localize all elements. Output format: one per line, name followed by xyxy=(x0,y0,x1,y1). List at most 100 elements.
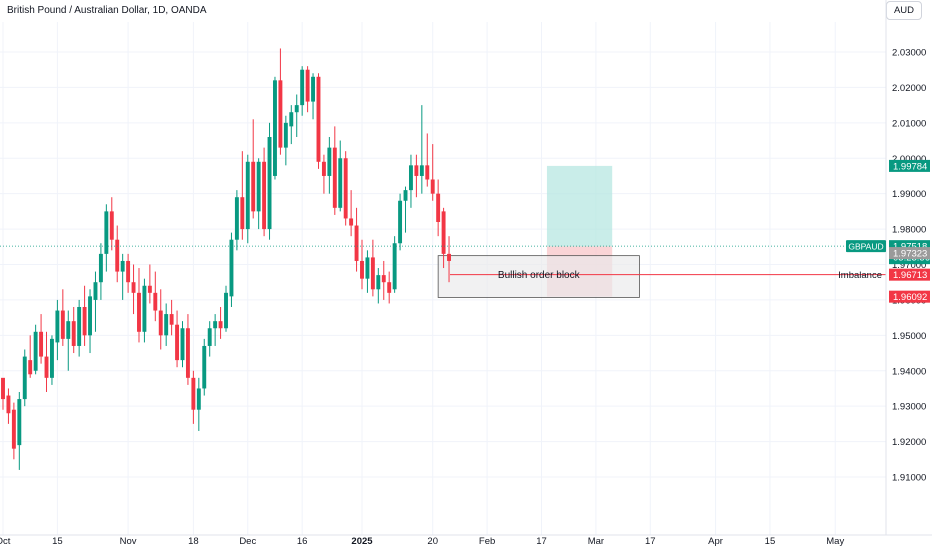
x-tick-label: 15 xyxy=(765,536,776,547)
candle-body xyxy=(441,211,446,254)
candle-body xyxy=(294,105,299,113)
candle-body xyxy=(137,292,141,332)
x-tick-label: Apr xyxy=(708,536,723,547)
candle-body xyxy=(251,161,256,212)
candle-body xyxy=(169,314,174,325)
order-block-top-badge-text: 1.97323 xyxy=(893,249,927,260)
order-block-top-badge xyxy=(889,247,930,260)
candle-body xyxy=(55,310,60,343)
y-tick-label: 1.97000 xyxy=(892,260,926,271)
candle-body xyxy=(245,161,250,230)
candle-body xyxy=(33,331,38,371)
candle-body xyxy=(218,321,223,329)
candle-body xyxy=(387,282,392,293)
x-tick-label: 18 xyxy=(188,536,199,547)
candle-body xyxy=(321,161,326,176)
y-tick-label: 1.99000 xyxy=(892,189,926,200)
candle-body xyxy=(278,80,283,148)
candle-body xyxy=(365,257,370,279)
candles xyxy=(1,48,451,470)
candle-body xyxy=(164,314,169,336)
candle-body xyxy=(256,161,261,212)
price-axis[interactable]: 2.03000 2.02000 2.01000 2.00000 1.99000 1.980… xyxy=(885,0,926,535)
candle-body xyxy=(180,328,185,361)
candle-body xyxy=(267,137,272,230)
candle-body xyxy=(300,69,305,106)
time-axis[interactable]: Oct 15 Nov 18 Dec 16 2025 20 Feb 17 Mar 17 Apr 15 May xyxy=(0,534,932,547)
candle-body xyxy=(305,69,310,102)
x-tick-label: 20 xyxy=(427,536,438,547)
x-tick-label: 2025 xyxy=(351,536,373,547)
candle-body xyxy=(425,165,430,180)
target-badge xyxy=(889,159,930,172)
candle-body xyxy=(240,197,245,230)
candle-body xyxy=(115,239,120,272)
candle-body xyxy=(343,158,348,219)
x-tick-label: Nov xyxy=(120,536,137,547)
candle-body xyxy=(196,388,201,410)
candle-body xyxy=(126,260,131,283)
chart-title: British Pound / Australian Dollar, 1D, O… xyxy=(7,5,207,16)
candle-body xyxy=(332,147,337,208)
candle-body xyxy=(234,197,239,240)
candle-body xyxy=(316,76,321,162)
order-block-label: Bullish order block xyxy=(498,270,581,281)
y-tick-label: 1.93000 xyxy=(892,402,926,413)
candle-body xyxy=(22,356,27,400)
candle-body xyxy=(376,275,381,290)
x-tick-label: 17 xyxy=(536,536,547,547)
target-badge-text: 1.99784 xyxy=(893,161,927,172)
candle-body xyxy=(158,310,163,336)
candle-body xyxy=(142,285,147,332)
y-tick-label: 2.01000 xyxy=(892,118,926,129)
candle-body xyxy=(17,399,22,446)
y-tick-label: 2.00000 xyxy=(892,154,926,165)
candle-body xyxy=(370,257,375,290)
candle-body xyxy=(6,395,11,414)
candle-body xyxy=(349,218,354,226)
candle-body xyxy=(414,165,419,176)
candle-body xyxy=(88,296,92,336)
candle-body xyxy=(436,193,441,222)
x-tick-label: Mar xyxy=(588,536,604,547)
candle-body xyxy=(202,345,207,389)
candle-body xyxy=(403,190,408,201)
y-tick-label: 2.03000 xyxy=(892,48,926,59)
candle-body xyxy=(262,161,267,230)
candle-body xyxy=(109,211,114,240)
x-tick-label: Oct xyxy=(0,536,11,547)
candle-body xyxy=(44,356,49,378)
candle-body xyxy=(39,331,44,357)
y-tick-label: 1.95000 xyxy=(892,331,926,342)
candle-body xyxy=(11,409,16,449)
candle-body xyxy=(66,321,71,339)
candle-body xyxy=(147,285,152,293)
candle-body xyxy=(93,282,98,300)
x-tick-label: Dec xyxy=(239,536,256,547)
imbalance-badge-text: 1.96713 xyxy=(893,270,927,281)
candle-body xyxy=(207,328,212,346)
candle-body xyxy=(1,377,5,400)
candle-body xyxy=(185,328,190,378)
order-block-box xyxy=(437,255,640,298)
candle-body xyxy=(392,243,397,290)
candle-body xyxy=(327,147,332,176)
imbalance-badge xyxy=(889,268,930,281)
candle-body xyxy=(104,211,109,254)
x-tick-label: May xyxy=(826,536,844,547)
candle-body xyxy=(175,324,180,361)
y-tick-label: 1.94000 xyxy=(892,366,926,377)
zones xyxy=(437,165,640,298)
candle-body xyxy=(224,292,228,329)
candle-body xyxy=(28,360,33,375)
stop-badge-text: 1.96092 xyxy=(893,292,927,303)
x-tick-label: Feb xyxy=(479,536,495,547)
candle-body xyxy=(213,321,218,329)
stop-badge xyxy=(889,290,930,303)
candle-body xyxy=(419,165,424,176)
x-tick-label: 17 xyxy=(645,536,656,547)
candle-body xyxy=(60,310,65,339)
candle-body xyxy=(430,179,435,194)
candle-body xyxy=(71,321,76,346)
